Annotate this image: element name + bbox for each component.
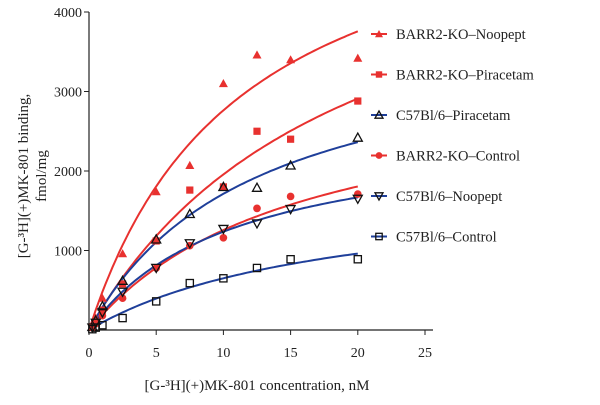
legend-label: C57Bl/6–Control xyxy=(396,230,497,246)
data-point xyxy=(253,204,261,213)
x-tick-label: 25 xyxy=(418,346,432,361)
fit-curves xyxy=(88,30,359,331)
data-point xyxy=(185,278,195,288)
y-tick-label: 1000 xyxy=(54,245,82,260)
y-tick-label: 3000 xyxy=(54,86,82,101)
data-point xyxy=(252,50,262,59)
data-point xyxy=(354,97,362,105)
data-point xyxy=(150,263,162,274)
legend-label: BARR2-KO–Control xyxy=(396,149,520,165)
data-point xyxy=(217,224,230,235)
fit-curve xyxy=(88,196,358,331)
data-point xyxy=(151,297,161,306)
data-point xyxy=(150,233,162,244)
legend: BARR2-KO–Noopept BARR2-KO–Piracetam C57Bl/… xyxy=(371,27,534,246)
axes: 0 5 10 15 20 25 1000 2000 3000 4000 xyxy=(54,6,433,361)
data-point xyxy=(286,254,295,264)
legend-marker xyxy=(373,192,385,202)
data-point xyxy=(353,53,363,62)
data-point xyxy=(284,204,297,215)
data-point xyxy=(218,79,228,88)
data-point xyxy=(219,183,227,191)
data-point xyxy=(90,318,102,329)
y-tick-label: 2000 xyxy=(54,165,82,180)
fit-curve xyxy=(88,97,359,331)
data-point xyxy=(252,263,262,273)
fit-curve xyxy=(88,252,358,331)
legend-label: BARR2-KO–Noopept xyxy=(396,27,526,43)
data-point xyxy=(97,293,107,302)
data-point xyxy=(217,181,230,192)
data-points xyxy=(86,50,364,334)
data-point xyxy=(152,237,160,245)
data-point xyxy=(353,190,362,198)
data-point xyxy=(116,287,129,298)
data-point xyxy=(253,127,261,135)
legend-marker xyxy=(375,71,383,78)
data-point xyxy=(185,160,195,170)
legend-marker xyxy=(375,152,383,159)
data-point xyxy=(96,308,109,319)
y-tick-label: 4000 xyxy=(54,6,82,21)
data-point xyxy=(284,159,297,170)
data-point xyxy=(251,181,263,192)
data-point xyxy=(219,274,228,283)
x-tick-label: 0 xyxy=(86,346,93,361)
legend-marker xyxy=(373,109,385,119)
data-point xyxy=(184,208,196,219)
data-point xyxy=(118,313,127,323)
legend-label: BARR2-KO–Piracetam xyxy=(396,68,534,84)
legend-label: C57Bl/6–Noopept xyxy=(396,189,502,205)
legend-label: C57Bl/6–Piracetam xyxy=(396,108,511,124)
legend-marker xyxy=(375,30,383,38)
data-point xyxy=(286,192,295,201)
data-point xyxy=(352,131,364,142)
y-axis-label-line2: fmol/mg xyxy=(34,150,50,202)
fit-curve xyxy=(88,30,359,331)
x-tick-label: 10 xyxy=(216,346,230,361)
data-point xyxy=(151,187,161,196)
data-point xyxy=(184,239,196,250)
data-point xyxy=(96,300,109,311)
data-point xyxy=(286,55,296,64)
data-point xyxy=(98,320,107,330)
fit-curve xyxy=(88,141,359,331)
y-axis-label-line1: [G-³H](+)MK-801 binding, xyxy=(16,94,32,259)
data-point xyxy=(116,274,129,285)
legend-marker xyxy=(375,232,383,241)
data-point xyxy=(287,135,295,143)
data-point xyxy=(353,254,363,264)
data-point xyxy=(118,249,128,258)
x-tick-label: 20 xyxy=(351,346,365,361)
data-point xyxy=(352,194,364,205)
data-point xyxy=(219,233,228,242)
data-point xyxy=(186,186,194,194)
x-tick-label: 5 xyxy=(153,346,160,361)
fit-curve xyxy=(88,185,359,331)
x-axis-label: [G-³H](+)MK-801 concentration, nM xyxy=(145,378,370,394)
data-point xyxy=(251,219,263,230)
x-tick-label: 15 xyxy=(284,346,298,361)
data-point xyxy=(118,294,127,303)
